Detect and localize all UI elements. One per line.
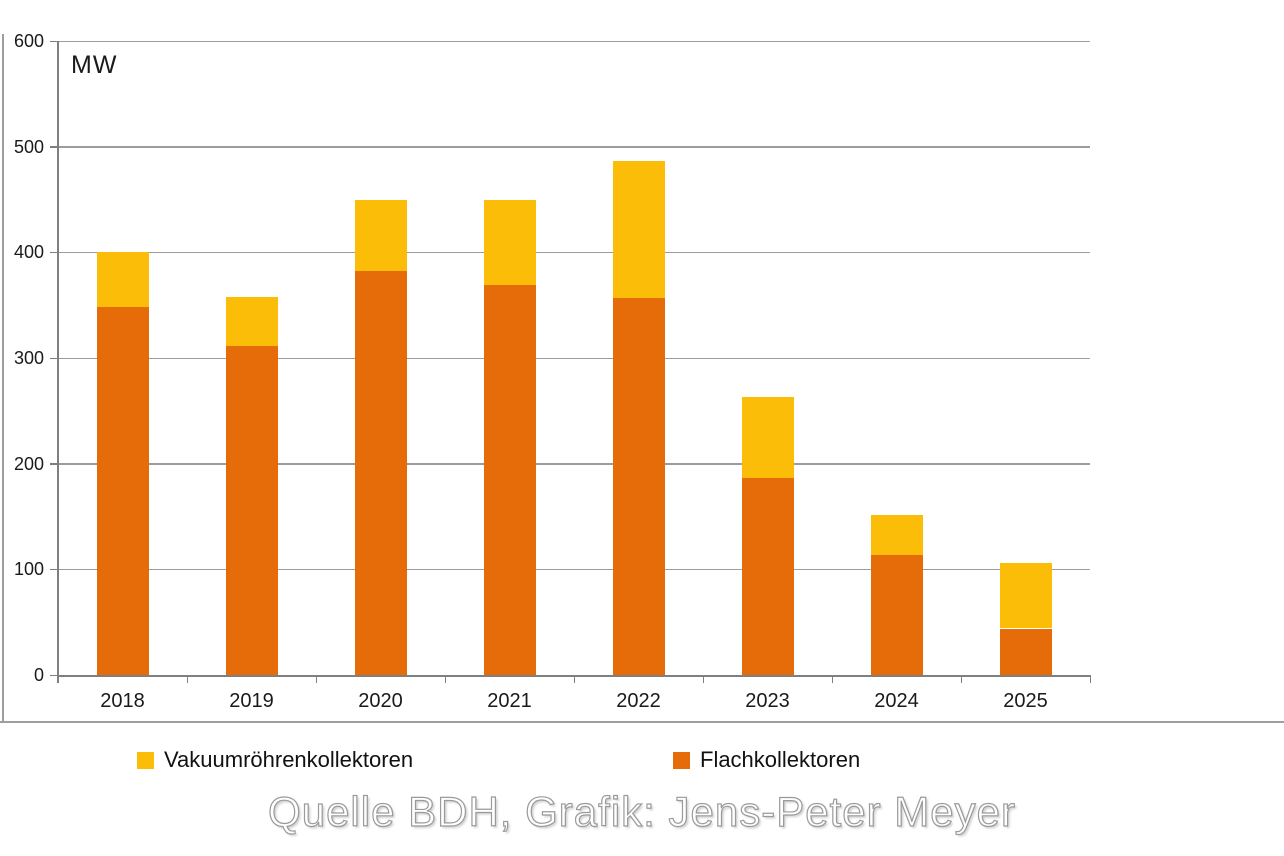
x-axis-tick-4 xyxy=(573,675,575,683)
x-axis-tick-7 xyxy=(960,675,962,683)
gridline-100 xyxy=(58,568,1090,571)
x-axis-label-2021: 2021 xyxy=(487,690,532,712)
x-axis-tick-1 xyxy=(186,675,188,683)
bar-2018-vakuumröhrenkollektoren-segment xyxy=(96,252,149,308)
legend-label-vakuumroehrenkollektoren: Vakuumröhrenkollektoren xyxy=(164,747,414,772)
y-axis-tick-100 xyxy=(50,568,58,571)
x-axis-label-2020: 2020 xyxy=(358,690,403,712)
y-axis-tick-label-200: 200 xyxy=(13,453,44,474)
y-axis-tick-500 xyxy=(50,146,58,148)
y-axis-tick-label-0: 0 xyxy=(33,665,44,685)
x-axis-tick-2 xyxy=(315,675,317,683)
bar-2020-flachkollektoren-segment xyxy=(354,271,407,675)
x-axis-label-2018: 2018 xyxy=(100,690,145,712)
y-axis-line xyxy=(57,41,59,683)
credit-watermark-text: Quelle BDH, Grafik: Jens-Peter Meyer xyxy=(267,787,1016,835)
x-axis-tick-3 xyxy=(444,675,446,683)
bar-2022-vakuumröhrenkollektoren-segment xyxy=(612,161,665,298)
chart-frame-left-border xyxy=(2,34,4,723)
bar-2023-vakuumröhrenkollektoren-segment xyxy=(741,397,794,479)
y-axis-unit-label: MW xyxy=(71,51,118,79)
bar-2025-flachkollektoren-segment xyxy=(999,628,1052,675)
bar-2024-flachkollektoren-segment xyxy=(870,554,923,675)
y-axis-tick-200 xyxy=(50,463,58,465)
gridline-200 xyxy=(58,463,1090,465)
bar-2019-vakuumröhrenkollektoren-segment xyxy=(225,296,278,347)
x-axis-label-2022: 2022 xyxy=(616,690,661,712)
x-axis-tick-8 xyxy=(1089,675,1091,683)
x-axis-label-2019: 2019 xyxy=(229,690,274,712)
bar-2020-vakuumröhrenkollektoren-segment xyxy=(354,199,407,272)
bar-2024-vakuumröhrenkollektoren-segment xyxy=(870,515,923,555)
bar-2023-flachkollektoren-segment xyxy=(741,478,794,675)
y-axis-tick-label-300: 300 xyxy=(13,348,44,368)
legend-item-vakuumroehrenkollektoren: Vakuumröhrenkollektoren xyxy=(137,747,413,773)
chart-frame-bottom-border xyxy=(0,721,1284,723)
gridline-400 xyxy=(58,251,1090,254)
bar-2021-flachkollektoren-segment xyxy=(483,285,536,675)
x-axis-tick-0 xyxy=(57,675,59,683)
legend-label-flachkollektoren: Flachkollektoren xyxy=(700,747,861,772)
legend-swatch-vakuumroehrenkollektoren-icon xyxy=(137,751,154,769)
y-axis-tick-600 xyxy=(50,40,58,42)
gridline-500 xyxy=(58,146,1090,148)
y-axis-tick-label-600: 600 xyxy=(13,31,44,51)
gridline-600 xyxy=(58,40,1090,42)
bar-2021-vakuumröhrenkollektoren-segment xyxy=(483,199,536,286)
bar-2022-flachkollektoren-segment xyxy=(612,297,665,675)
x-axis-label-2024: 2024 xyxy=(874,690,919,712)
y-axis-tick-300 xyxy=(50,357,58,359)
y-axis-tick-400 xyxy=(50,251,58,254)
bar-2019-flachkollektoren-segment xyxy=(225,346,278,675)
bar-2025-vakuumröhrenkollektoren-segment xyxy=(999,562,1052,629)
x-axis-label-2023: 2023 xyxy=(745,690,790,712)
legend-swatch-flachkollektoren-icon xyxy=(673,751,690,769)
y-axis-tick-label-500: 500 xyxy=(13,136,44,157)
bar-2018-flachkollektoren-segment xyxy=(96,307,149,675)
x-axis-tick-5 xyxy=(702,675,704,683)
x-axis-label-2025: 2025 xyxy=(1003,690,1048,712)
gridline-300 xyxy=(58,357,1090,359)
y-axis-tick-0 xyxy=(50,674,58,676)
x-axis-tick-6 xyxy=(831,675,833,683)
y-axis-tick-label-400: 400 xyxy=(13,242,44,263)
y-axis-tick-label-100: 100 xyxy=(13,559,44,580)
legend-item-flachkollektoren: Flachkollektoren xyxy=(673,747,860,773)
